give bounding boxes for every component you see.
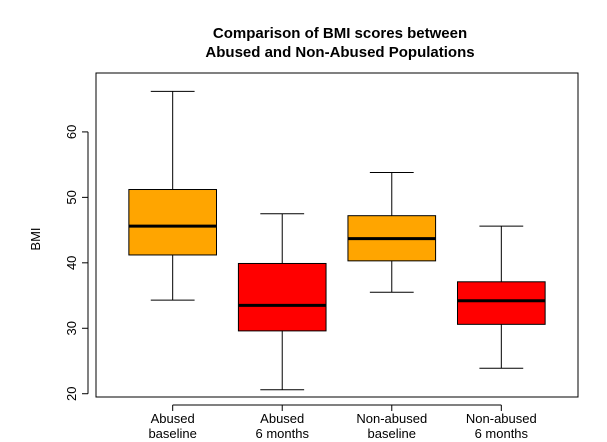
chart-title-line-1: Comparison of BMI scores between [213, 25, 467, 42]
x-tick-label: 6 months [255, 426, 309, 441]
x-tick-label: Non-abused [356, 411, 427, 426]
y-tick-label: 30 [64, 321, 79, 335]
x-tick-label: Non-abused [466, 411, 537, 426]
box [237, 262, 327, 332]
y-axis-label: BMI [28, 227, 43, 250]
y-tick-label: 50 [64, 190, 79, 204]
x-tick-label: baseline [368, 426, 416, 441]
y-tick-label: 60 [64, 125, 79, 139]
box [457, 281, 546, 325]
y-tick-label: 20 [64, 386, 79, 400]
y-tick-label: 40 [64, 256, 79, 270]
chart-title-line-2: Abused and Non-Abused Populations [205, 44, 474, 61]
x-tick-label: Abused [260, 411, 304, 426]
x-tick-label: baseline [148, 426, 196, 441]
box [128, 189, 217, 256]
x-tick-label: Abused [151, 411, 195, 426]
x-tick-label: 6 months [475, 426, 529, 441]
plot-frame [95, 72, 579, 398]
